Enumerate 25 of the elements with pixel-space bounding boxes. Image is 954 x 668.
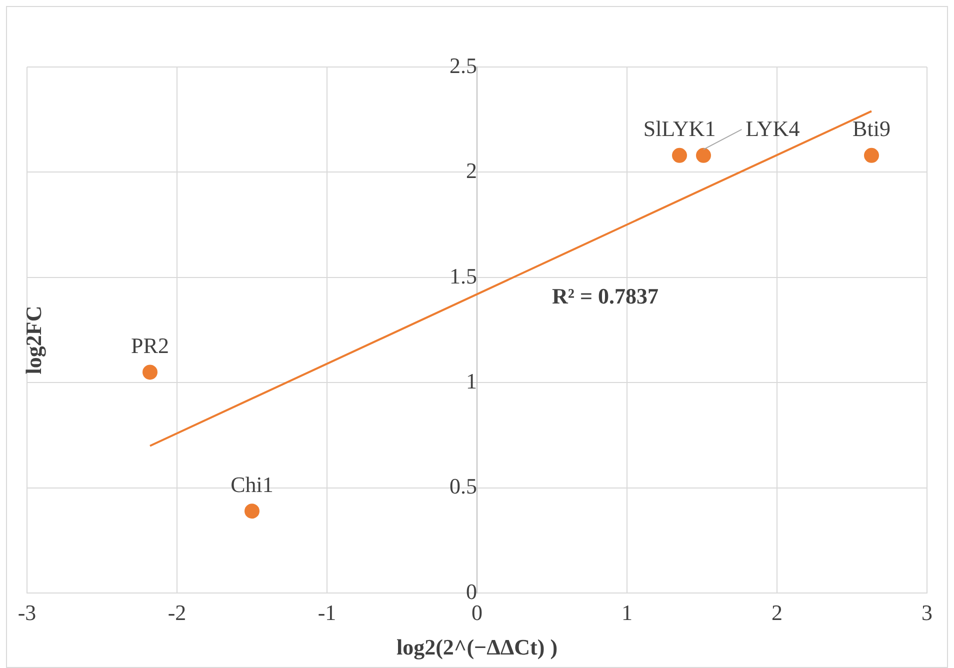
y-tick-label: 0 [466, 578, 477, 604]
y-tick-label: 1.5 [450, 263, 477, 288]
annotation: LYK4 [746, 116, 800, 142]
point [142, 364, 158, 380]
x-tick-label: 1 [622, 600, 632, 626]
point [672, 148, 687, 163]
x-tick-label: -2 [168, 600, 186, 626]
x-tick-label: -3 [18, 600, 36, 626]
x-axis-title: log2(2^(−ΔΔCt) ) [396, 634, 558, 660]
y-tick-label: 2 [466, 158, 477, 184]
annotation: PR2 [131, 332, 169, 358]
y-tick-label: 1 [466, 368, 477, 394]
annotation: R² = 0.7837 [552, 284, 659, 309]
y-axis-title: log2FC [21, 304, 47, 376]
x-tick-label: 3 [922, 600, 932, 626]
point [244, 504, 260, 519]
x-tick-label: 2 [772, 600, 782, 626]
y-tick-label: 2.5 [450, 52, 477, 78]
annotation: SlLYK1 [643, 116, 716, 142]
annotation: Bti9 [852, 116, 890, 142]
point [864, 148, 879, 163]
annotation: Chi1 [230, 472, 274, 497]
y-tick-label: 0.5 [450, 474, 477, 499]
x-tick-label: -1 [318, 600, 336, 626]
point [696, 148, 711, 163]
